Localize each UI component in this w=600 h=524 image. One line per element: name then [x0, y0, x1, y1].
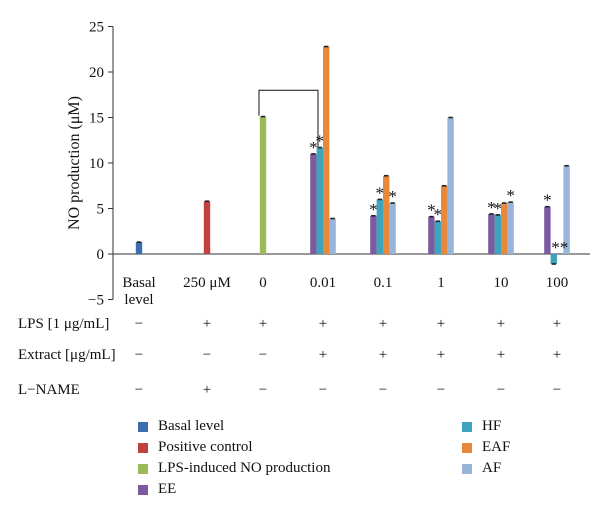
significance-mark: *: [434, 205, 443, 224]
y-tick-label: 5: [97, 202, 105, 218]
legend-swatch: [138, 464, 148, 474]
bar-hf: [434, 221, 441, 254]
x-tick-label: level: [124, 292, 153, 308]
condition-row: Extract [μg/mL] − − − + + + + +: [0, 347, 600, 367]
condition-row: LPS [1 μg/mL] − + + + + + + +: [0, 316, 600, 336]
comparison-bracket: [258, 89, 319, 149]
bar-basal-level: [135, 242, 143, 254]
x-tick-label: 0: [259, 275, 267, 291]
bar-hf: [376, 199, 383, 254]
condition-value: +: [202, 382, 212, 398]
y-tick-label: 25: [89, 20, 104, 36]
significance-mark: *: [388, 187, 397, 206]
condition-value: −: [552, 382, 562, 398]
bar-hf: [494, 214, 501, 254]
bar-af: [507, 202, 514, 254]
x-tick-label: 0.1: [374, 275, 393, 291]
bar-lps-induced-no-production: [259, 116, 267, 254]
bar-af: [389, 203, 396, 254]
y-tick-label: 15: [89, 111, 104, 127]
bar-ee: [488, 213, 495, 254]
x-tick-label: 100: [546, 275, 569, 291]
legend-swatch: [462, 422, 472, 432]
condition-value: −: [496, 382, 506, 398]
legend-label: AF: [482, 460, 502, 476]
bar-ee: [428, 216, 435, 254]
condition-value: +: [318, 316, 328, 332]
legend-swatch: [462, 464, 472, 474]
significance-mark: *: [506, 186, 515, 205]
significance-mark: **: [551, 238, 568, 257]
condition-value: +: [496, 316, 506, 332]
significance-mark: *: [487, 198, 496, 217]
legend-label: EE: [158, 481, 177, 497]
y-tick-label: 10: [89, 156, 104, 172]
condition-value: −: [436, 382, 446, 398]
condition-value: −: [134, 316, 144, 332]
legend-label: Basal level: [158, 418, 225, 434]
legend-swatch: [138, 422, 148, 432]
bar-eaf: [441, 185, 448, 254]
significance-mark: *: [309, 138, 318, 157]
condition-value: +: [202, 316, 212, 332]
bar-hf: [316, 147, 323, 254]
condition-value: −: [202, 347, 212, 363]
legend-label: LPS-induced NO production: [158, 460, 331, 476]
bar-hf: [550, 254, 557, 265]
legend-swatch: [138, 443, 148, 453]
y-tick-label: −5: [88, 293, 104, 309]
legend-swatch: [462, 443, 472, 453]
condition-value: +: [378, 316, 388, 332]
legend-label: EAF: [482, 439, 511, 455]
bar-eaf: [323, 46, 330, 254]
x-tick-label: 10: [494, 275, 509, 291]
significance-mark: *: [376, 183, 385, 202]
x-tick-label: 1: [437, 275, 445, 291]
condition-value: −: [258, 347, 268, 363]
significance-mark: *: [316, 132, 325, 151]
significance-mark: *: [494, 199, 503, 218]
x-tick-label: 0.01: [310, 275, 336, 291]
condition-value: +: [258, 316, 268, 332]
y-tick-label: 20: [89, 65, 104, 81]
bar-af: [563, 165, 570, 254]
condition-value: +: [318, 347, 328, 363]
condition-value: +: [378, 347, 388, 363]
bar-af: [329, 218, 336, 254]
condition-value: −: [134, 382, 144, 398]
bar-ee: [544, 206, 551, 254]
significance-mark: *: [369, 200, 378, 219]
condition-value: +: [436, 316, 446, 332]
legend-label: HF: [482, 418, 502, 434]
y-tick-label: 0: [97, 247, 105, 263]
y-axis-label: NO production (μM): [66, 96, 83, 230]
legend-label: Positive control: [158, 439, 253, 455]
x-tick-label: Basal: [122, 275, 155, 291]
significance-mark: *: [543, 191, 552, 210]
condition-row: L−NAME − + − − − − − −: [0, 382, 600, 402]
condition-value: +: [496, 347, 506, 363]
bar-eaf: [383, 175, 390, 254]
condition-label: Extract [μg/mL]: [18, 347, 116, 363]
condition-value: −: [318, 382, 328, 398]
bar-af: [447, 117, 454, 254]
significance-mark: *: [427, 201, 436, 220]
condition-value: −: [378, 382, 388, 398]
condition-value: +: [436, 347, 446, 363]
condition-label: LPS [1 μg/mL]: [18, 316, 110, 332]
bar-ee: [310, 153, 317, 254]
bar-positive-control: [203, 201, 211, 254]
condition-label: L−NAME: [18, 382, 80, 398]
x-tick-label: 250 μM: [183, 275, 231, 291]
bar-ee: [370, 215, 377, 254]
condition-value: +: [552, 316, 562, 332]
condition-value: −: [258, 382, 268, 398]
condition-value: −: [134, 347, 144, 363]
condition-value: +: [552, 347, 562, 363]
bar-eaf: [501, 203, 508, 254]
legend-swatch: [138, 485, 148, 495]
